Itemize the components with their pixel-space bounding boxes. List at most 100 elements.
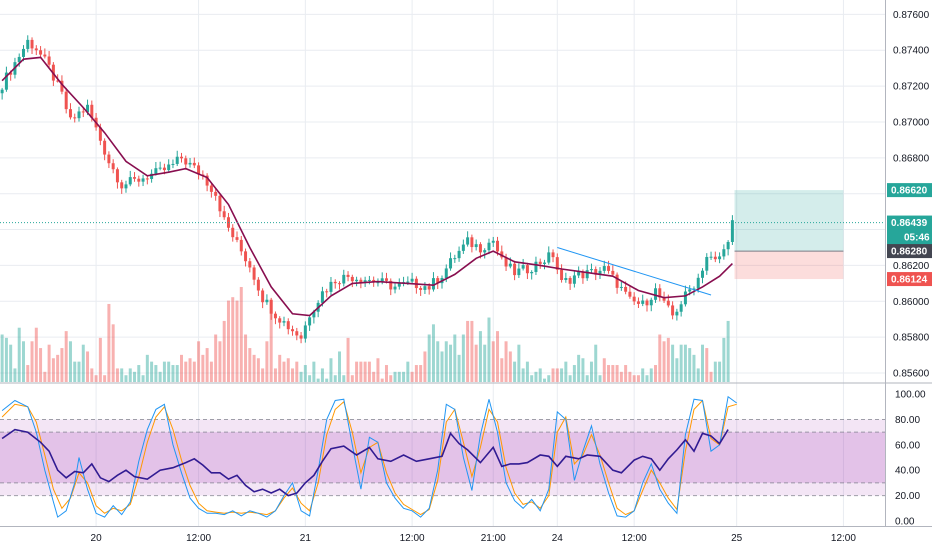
price-tag	[887, 244, 932, 259]
volume-bar	[696, 368, 700, 382]
candle-body	[436, 278, 440, 284]
candle-body	[77, 111, 81, 119]
candle-body	[145, 178, 149, 180]
volume-bar	[671, 344, 675, 382]
volume-bar	[453, 334, 457, 382]
volume-bar	[269, 300, 273, 382]
volume-bar	[466, 320, 470, 382]
volume-bar	[568, 375, 572, 382]
candle-body	[701, 270, 704, 278]
long-position-tool[interactable]	[734, 190, 844, 280]
price-tag	[887, 183, 932, 198]
volume-bar	[214, 334, 218, 382]
candle-body	[239, 239, 243, 252]
volume-bar	[449, 344, 453, 382]
stop-zone	[734, 251, 844, 280]
volume-bar	[649, 368, 653, 382]
volume-bar	[333, 375, 337, 382]
volume-bar	[491, 341, 495, 382]
volume-bar	[128, 368, 132, 382]
volume-bar	[542, 378, 546, 382]
candle-body	[662, 297, 666, 301]
volume-bar	[508, 351, 512, 382]
candle-body	[551, 252, 555, 258]
volume-bar	[133, 371, 137, 382]
volume-bar	[521, 368, 525, 382]
time-tick-label: 20	[91, 533, 103, 544]
grid-lines	[0, 0, 885, 526]
price-tag-label: 0.86280	[891, 247, 928, 258]
candle-body	[585, 270, 589, 279]
candle-body	[384, 278, 388, 281]
candle-body	[141, 178, 145, 182]
volume-bar	[380, 378, 384, 382]
candlesticks	[0, 35, 734, 344]
oscillator-axis[interactable]: 100.00 80.00 60.00 40.00 20.00 0.00	[895, 390, 926, 528]
candle-body	[658, 288, 662, 298]
candle-body	[86, 104, 90, 113]
candle-body	[675, 311, 679, 316]
candle-body	[679, 304, 683, 312]
volume-bar	[30, 341, 34, 382]
volume-bar	[21, 341, 25, 382]
candle-body	[265, 299, 269, 303]
volume-bar	[77, 361, 81, 382]
candle-body	[21, 48, 25, 57]
candle-body	[589, 269, 593, 271]
candle-body	[252, 267, 256, 280]
volume-bar	[175, 365, 179, 382]
candle-body	[222, 211, 226, 218]
volume-bar	[350, 375, 354, 382]
volume-bar	[726, 320, 730, 382]
candle-body	[269, 299, 273, 314]
candle-body	[346, 274, 350, 277]
volume-bar	[632, 375, 636, 382]
volume-bar	[624, 365, 628, 382]
candle-body	[205, 175, 209, 186]
volume-bar	[496, 331, 500, 382]
volume-bars	[0, 287, 730, 382]
candle-body	[150, 173, 154, 179]
volume-bar	[39, 348, 43, 382]
volume-bar	[572, 365, 576, 382]
volume-bar	[444, 341, 448, 382]
candle-body	[133, 177, 137, 179]
oscillator-tick-label: 100.00	[895, 390, 926, 401]
volume-bar	[602, 358, 606, 382]
volume-bar	[137, 365, 141, 382]
candle-body	[43, 54, 47, 57]
price-tick-label: 0.85800	[893, 333, 930, 344]
candle-body	[372, 279, 376, 283]
candle-body	[312, 311, 316, 318]
candle-body	[103, 140, 107, 155]
volume-bar	[423, 351, 427, 382]
volume-bar	[90, 368, 94, 382]
oscillator-tick-label: 0.00	[895, 516, 915, 527]
candle-body	[124, 184, 128, 189]
time-axis[interactable]: 20 12:00 21 12:00 21:00 24 12:00 25 12:00	[91, 533, 857, 544]
candle-body	[282, 321, 286, 323]
volume-bar	[184, 361, 188, 382]
candle-body	[534, 261, 538, 272]
candle-body	[244, 251, 248, 262]
candle-body	[154, 168, 158, 174]
candle-body	[56, 80, 60, 82]
price-tag-label: 0.86620	[891, 186, 928, 197]
candle-body	[645, 300, 649, 306]
time-tick-label: 12:00	[186, 533, 211, 544]
trend-line-drawing[interactable]	[557, 247, 712, 296]
candle-body	[389, 280, 393, 290]
volume-bar	[705, 348, 709, 382]
candle-body	[564, 278, 568, 280]
price-tag	[887, 272, 932, 287]
price-tick-label: 0.86800	[893, 153, 930, 164]
candle-body	[654, 288, 658, 300]
candle-body	[581, 271, 585, 279]
volume-bar	[0, 334, 4, 382]
candle-body	[81, 111, 85, 113]
candle-body	[705, 256, 709, 271]
candle-body	[34, 48, 38, 51]
time-tick-label: 21	[300, 533, 312, 544]
volume-bar	[9, 344, 13, 382]
